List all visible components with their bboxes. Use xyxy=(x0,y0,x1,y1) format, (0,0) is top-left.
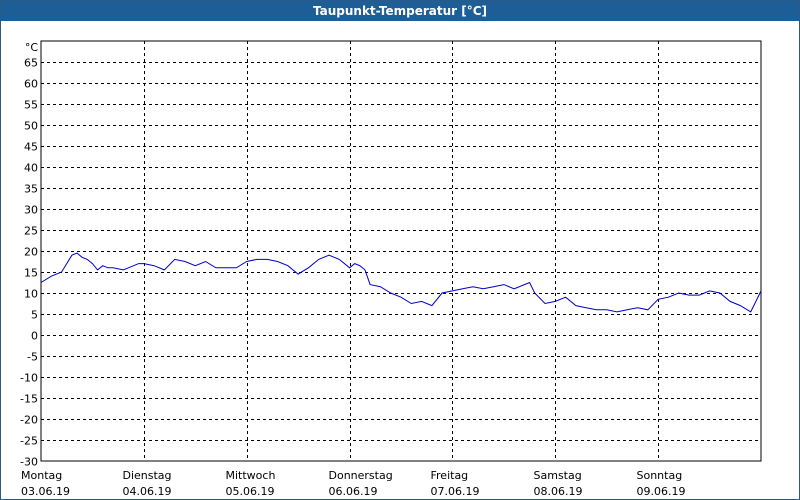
y-tick-label: 0 xyxy=(31,330,38,343)
y-tick-label: -30 xyxy=(20,456,38,469)
x-tick-date: 07.06.19 xyxy=(431,485,480,498)
x-tick-date: 06.06.19 xyxy=(329,485,378,498)
x-tick-weekday: Samstag xyxy=(534,469,582,482)
x-tick-date: 09.06.19 xyxy=(637,485,686,498)
y-tick-label: 35 xyxy=(24,183,38,196)
x-tick-weekday: Mittwoch xyxy=(226,469,276,482)
y-tick-label: 30 xyxy=(24,204,38,217)
y-tick-label: 45 xyxy=(24,141,38,154)
x-tick-weekday: Freitag xyxy=(431,469,469,482)
y-tick-label: -5 xyxy=(27,351,38,364)
y-tick-label: 40 xyxy=(24,162,38,175)
x-tick-date: 04.06.19 xyxy=(123,485,172,498)
y-tick-label: -10 xyxy=(20,372,38,385)
x-tick-date: 03.06.19 xyxy=(21,485,70,498)
y-tick-label: 20 xyxy=(24,246,38,259)
y-tick-label: 55 xyxy=(24,99,38,112)
chart-title: Taupunkt-Temperatur [°C] xyxy=(1,1,799,21)
x-tick-weekday: Donnerstag xyxy=(329,469,393,482)
y-tick-label: 65 xyxy=(24,57,38,70)
y-tick-label: 5 xyxy=(31,309,38,322)
y-axis-unit: °C xyxy=(25,41,39,54)
y-tick-label: 15 xyxy=(24,267,38,280)
y-tick-label: -25 xyxy=(20,435,38,448)
y-tick-label: 25 xyxy=(24,225,38,238)
x-tick-weekday: Dienstag xyxy=(123,469,172,482)
y-tick-label: 50 xyxy=(24,120,38,133)
y-tick-label: -20 xyxy=(20,414,38,427)
y-tick-label: -15 xyxy=(20,393,38,406)
x-tick-weekday: Montag xyxy=(21,469,62,482)
series-line-0 xyxy=(40,252,762,313)
y-tick-label: 10 xyxy=(24,288,38,301)
x-tick-date: 08.06.19 xyxy=(534,485,583,498)
x-tick-weekday: Sonntag xyxy=(637,469,683,482)
x-tick-date: 05.06.19 xyxy=(226,485,275,498)
y-tick-label: 60 xyxy=(24,78,38,91)
